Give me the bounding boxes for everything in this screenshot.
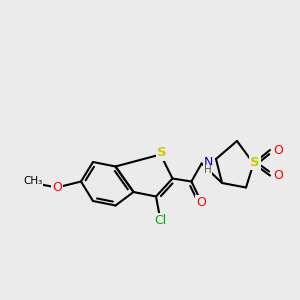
Text: S: S [157, 146, 167, 160]
Text: O: O [52, 181, 62, 194]
Text: S: S [250, 155, 260, 169]
Text: Cl: Cl [154, 214, 166, 227]
Text: O: O [197, 196, 206, 209]
Text: CH₃: CH₃ [23, 176, 43, 187]
Text: O: O [273, 169, 283, 182]
Text: N: N [204, 155, 213, 169]
Text: H: H [204, 165, 212, 175]
Text: O: O [273, 143, 283, 157]
